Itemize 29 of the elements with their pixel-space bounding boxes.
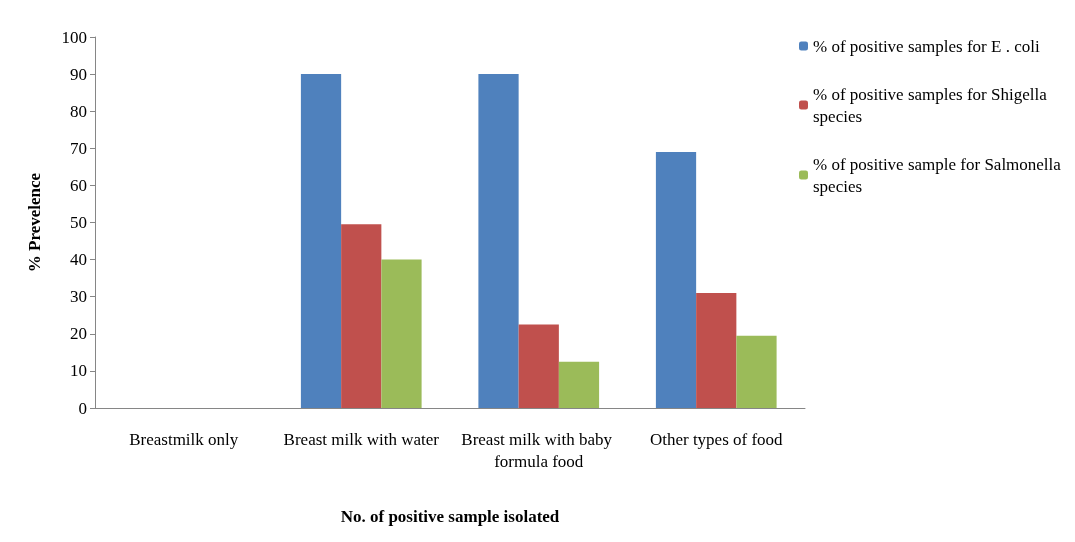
bar <box>518 324 559 408</box>
legend-label: % of positive samples for Shigella species <box>813 84 1051 126</box>
legend-label: % of positive samples for E . coli <box>813 36 1040 56</box>
y-tick-label: 20 <box>70 324 87 344</box>
bar <box>736 335 777 408</box>
bar <box>341 224 382 408</box>
y-tick-label: 10 <box>70 361 87 381</box>
y-tick-label: 0 <box>78 398 87 418</box>
y-tick-label: 60 <box>70 175 87 195</box>
y-tick-label: 50 <box>70 213 87 232</box>
x-tick-label: Breast milk with baby formula food <box>461 429 617 471</box>
y-tick-label: 70 <box>70 138 87 158</box>
bar <box>300 74 342 408</box>
bar <box>381 259 422 408</box>
y-tick-label: 100 <box>61 27 87 47</box>
y-tick-label: 40 <box>70 250 87 270</box>
y-tick-label: 30 <box>70 287 87 307</box>
x-axis-title: No. of positive sample isolated <box>340 507 560 526</box>
x-tick-label: Breastmilk only <box>129 429 239 449</box>
x-tick-label: Other types of food <box>649 429 784 449</box>
bar <box>558 361 600 408</box>
y-tick-label: 80 <box>70 101 87 121</box>
bar <box>478 74 519 408</box>
y-axis-title: % Prevelence <box>25 172 44 273</box>
legend-label: % of positive sample for Salmonella species <box>813 154 1066 196</box>
x-tick-label: Breast milk with water <box>283 429 440 449</box>
bar <box>696 292 737 408</box>
y-tick-label: 90 <box>70 64 87 84</box>
bar <box>655 152 697 408</box>
